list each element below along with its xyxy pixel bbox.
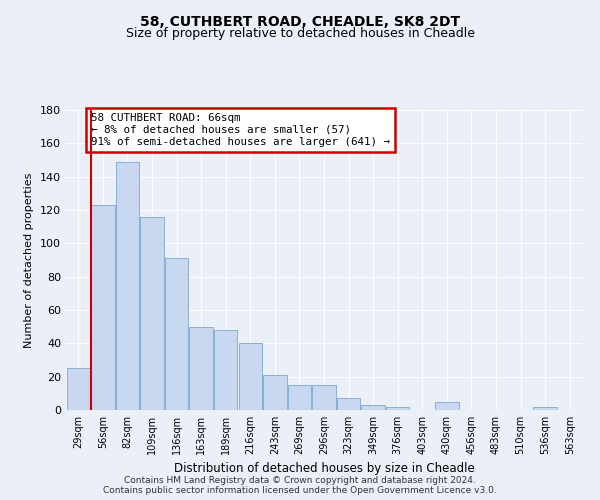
Bar	[214, 330, 238, 410]
Bar	[533, 406, 557, 410]
Bar	[337, 398, 360, 410]
Bar	[361, 405, 385, 410]
Bar	[190, 326, 213, 410]
Bar	[313, 385, 335, 410]
Bar	[91, 205, 115, 410]
Bar	[239, 344, 262, 410]
Text: Size of property relative to detached houses in Cheadle: Size of property relative to detached ho…	[125, 28, 475, 40]
Bar	[140, 216, 164, 410]
Bar	[116, 162, 139, 410]
Bar	[67, 368, 90, 410]
Bar	[386, 406, 409, 410]
Bar	[288, 385, 311, 410]
Text: Contains public sector information licensed under the Open Government Licence v3: Contains public sector information licen…	[103, 486, 497, 495]
Bar	[165, 258, 188, 410]
Y-axis label: Number of detached properties: Number of detached properties	[25, 172, 34, 348]
Text: 58 CUTHBERT ROAD: 66sqm
← 8% of detached houses are smaller (57)
91% of semi-det: 58 CUTHBERT ROAD: 66sqm ← 8% of detached…	[91, 114, 390, 146]
Bar	[435, 402, 458, 410]
Text: Contains HM Land Registry data © Crown copyright and database right 2024.: Contains HM Land Registry data © Crown c…	[124, 476, 476, 485]
X-axis label: Distribution of detached houses by size in Cheadle: Distribution of detached houses by size …	[173, 462, 475, 475]
Bar	[263, 375, 287, 410]
Text: 58, CUTHBERT ROAD, CHEADLE, SK8 2DT: 58, CUTHBERT ROAD, CHEADLE, SK8 2DT	[140, 15, 460, 29]
